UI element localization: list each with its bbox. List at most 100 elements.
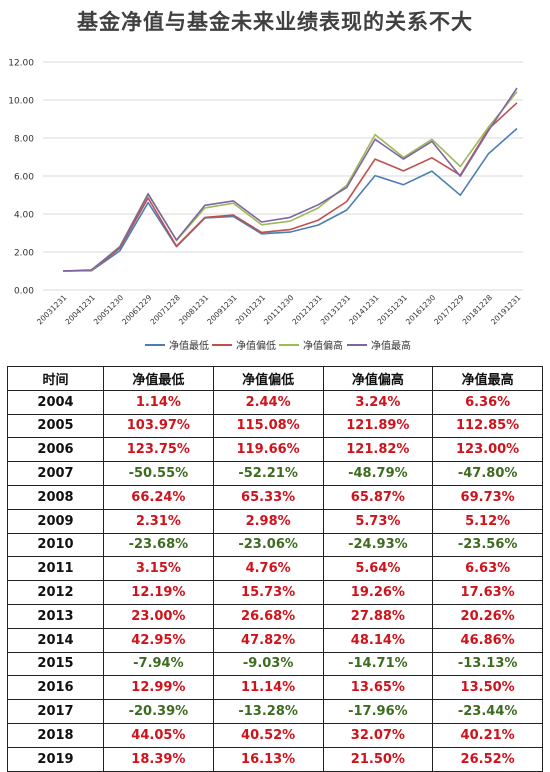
return-cell: 11.14%	[212, 675, 324, 701]
return-cell: 18.39%	[103, 746, 214, 772]
table-row: 2007 -50.55% -52.21% -48.79% -47.80%	[7, 461, 543, 486]
return-cell: 26.52%	[432, 746, 543, 772]
column-header: 净值最低	[103, 366, 214, 391]
year-cell: 2018	[7, 722, 104, 748]
year-cell: 2012	[7, 580, 104, 605]
return-cell: 123.00%	[432, 437, 543, 463]
return-cell: 46.86%	[432, 627, 543, 653]
legend-label: 净值偏高	[303, 339, 343, 352]
return-cell: 65.87%	[322, 484, 434, 510]
return-cell: 6.63%	[432, 556, 543, 582]
return-cell: -50.55%	[103, 461, 214, 486]
return-cell: 65.33%	[212, 484, 324, 510]
line-chart: 0.00 2.00 4.00 6.00 8.00 10.00 12.00 200312312…	[8, 59, 523, 352]
y-tick-label: 0.00	[14, 287, 34, 297]
return-cell: -9.03%	[212, 651, 324, 677]
return-cell: 115.08%	[212, 413, 324, 439]
return-cell: 17.63%	[432, 580, 543, 605]
series-line	[62, 91, 518, 272]
table-row: 2010 -23.68% -23.06% -24.93% -23.56%	[7, 532, 543, 558]
return-cell: 23.00%	[103, 603, 214, 629]
year-cell: 2013	[7, 603, 104, 629]
return-cell: 2.31%	[103, 508, 214, 534]
return-cell: -47.80%	[432, 461, 543, 486]
year-cell: 2007	[7, 461, 104, 486]
table-row: 2011 3.15% 4.76% 5.64% 6.63%	[7, 556, 543, 582]
return-cell: 44.05%	[103, 722, 214, 748]
table-row: 2013 23.00% 26.68% 27.88% 20.26%	[7, 603, 543, 629]
return-cell: 12.99%	[103, 675, 214, 701]
return-cell: 119.66%	[212, 437, 324, 463]
year-cell: 2005	[7, 413, 104, 439]
series-line	[62, 127, 518, 272]
year-cell: 2010	[7, 532, 104, 558]
y-tick-label: 12.00	[8, 59, 34, 69]
table-row: 2015 -7.94% -9.03% -14.71% -13.13%	[7, 651, 543, 677]
return-cell: 42.95%	[103, 627, 214, 653]
return-cell: 2.98%	[212, 508, 324, 534]
table-row: 2008 66.24% 65.33% 65.87% 69.73%	[7, 484, 543, 510]
series-line	[62, 102, 518, 272]
legend-label: 净值最高	[371, 339, 411, 352]
return-cell: 19.26%	[322, 580, 434, 605]
return-cell: 5.73%	[322, 508, 434, 534]
year-cell: 2011	[7, 556, 104, 582]
x-tick-label: 20191231	[489, 293, 523, 327]
table-row: 2019 18.39% 16.13% 21.50% 26.52%	[7, 746, 543, 772]
return-cell: -52.21%	[212, 461, 324, 486]
legend-label: 净值偏低	[236, 339, 276, 352]
year-cell: 2009	[7, 508, 104, 534]
return-cell: 40.21%	[432, 722, 543, 748]
year-cell: 2008	[7, 484, 104, 510]
return-cell: 103.97%	[103, 413, 214, 439]
return-cell: 15.73%	[212, 580, 324, 605]
return-cell: 1.14%	[103, 389, 214, 415]
return-cell: -13.28%	[212, 699, 324, 724]
column-header: 净值偏低	[212, 366, 324, 391]
return-cell: -23.06%	[212, 532, 324, 558]
year-cell: 2017	[7, 699, 104, 724]
year-cell: 2019	[7, 746, 104, 772]
return-cell: 20.26%	[432, 603, 543, 629]
table-header-row: 时间 净值最低 净值偏低 净值偏高 净值最高	[7, 366, 543, 391]
x-axis-ticks: 2003123120041231200512302006122920071228…	[35, 293, 523, 327]
table-body: 2004 1.14% 2.44% 3.24% 6.36% 2005 103.97% 115.0…	[7, 389, 543, 772]
column-header: 净值偏高	[322, 366, 434, 391]
return-cell: -14.71%	[322, 651, 434, 677]
y-tick-label: 8.00	[14, 135, 34, 145]
year-cell: 2006	[7, 437, 104, 463]
return-cell: 27.88%	[322, 603, 434, 629]
return-cell: -48.79%	[322, 461, 434, 486]
return-cell: -24.93%	[322, 532, 434, 558]
table-row: 2012 12.19% 15.73% 19.26% 17.63%	[7, 580, 543, 605]
return-cell: 16.13%	[212, 746, 324, 772]
return-cell: 69.73%	[432, 484, 543, 510]
y-tick-label: 10.00	[8, 97, 34, 107]
return-cell: 5.64%	[322, 556, 434, 582]
table-row: 2004 1.14% 2.44% 3.24% 6.36%	[7, 389, 543, 415]
return-cell: -7.94%	[103, 651, 214, 677]
return-cell: -20.39%	[103, 699, 214, 724]
return-cell: 40.52%	[212, 722, 324, 748]
return-cell: 12.19%	[103, 580, 214, 605]
series-line	[62, 87, 518, 272]
return-cell: 4.76%	[212, 556, 324, 582]
return-cell: 112.85%	[432, 413, 543, 439]
return-cell: -17.96%	[322, 699, 434, 724]
return-cell: -23.68%	[103, 532, 214, 558]
return-cell: 121.82%	[322, 437, 434, 463]
chart-legend: 净值最低 净值偏低 净值偏高 净值最高	[145, 339, 411, 352]
return-cell: -23.44%	[432, 699, 543, 724]
table-row: 2014 42.95% 47.82% 48.14% 46.86%	[7, 627, 543, 653]
return-cell: 121.89%	[322, 413, 434, 439]
return-cell: 3.24%	[322, 389, 434, 415]
return-cell: 21.50%	[322, 746, 434, 772]
chart-series	[62, 87, 518, 272]
table-row: 2017 -20.39% -13.28% -17.96% -23.44%	[7, 699, 543, 724]
y-tick-label: 4.00	[14, 211, 34, 221]
return-cell: 32.07%	[322, 722, 434, 748]
legend-label: 净值最低	[169, 339, 209, 352]
y-tick-label: 6.00	[14, 173, 34, 183]
table-row: 2018 44.05% 40.52% 32.07% 40.21%	[7, 722, 543, 748]
year-cell: 2015	[7, 651, 104, 677]
